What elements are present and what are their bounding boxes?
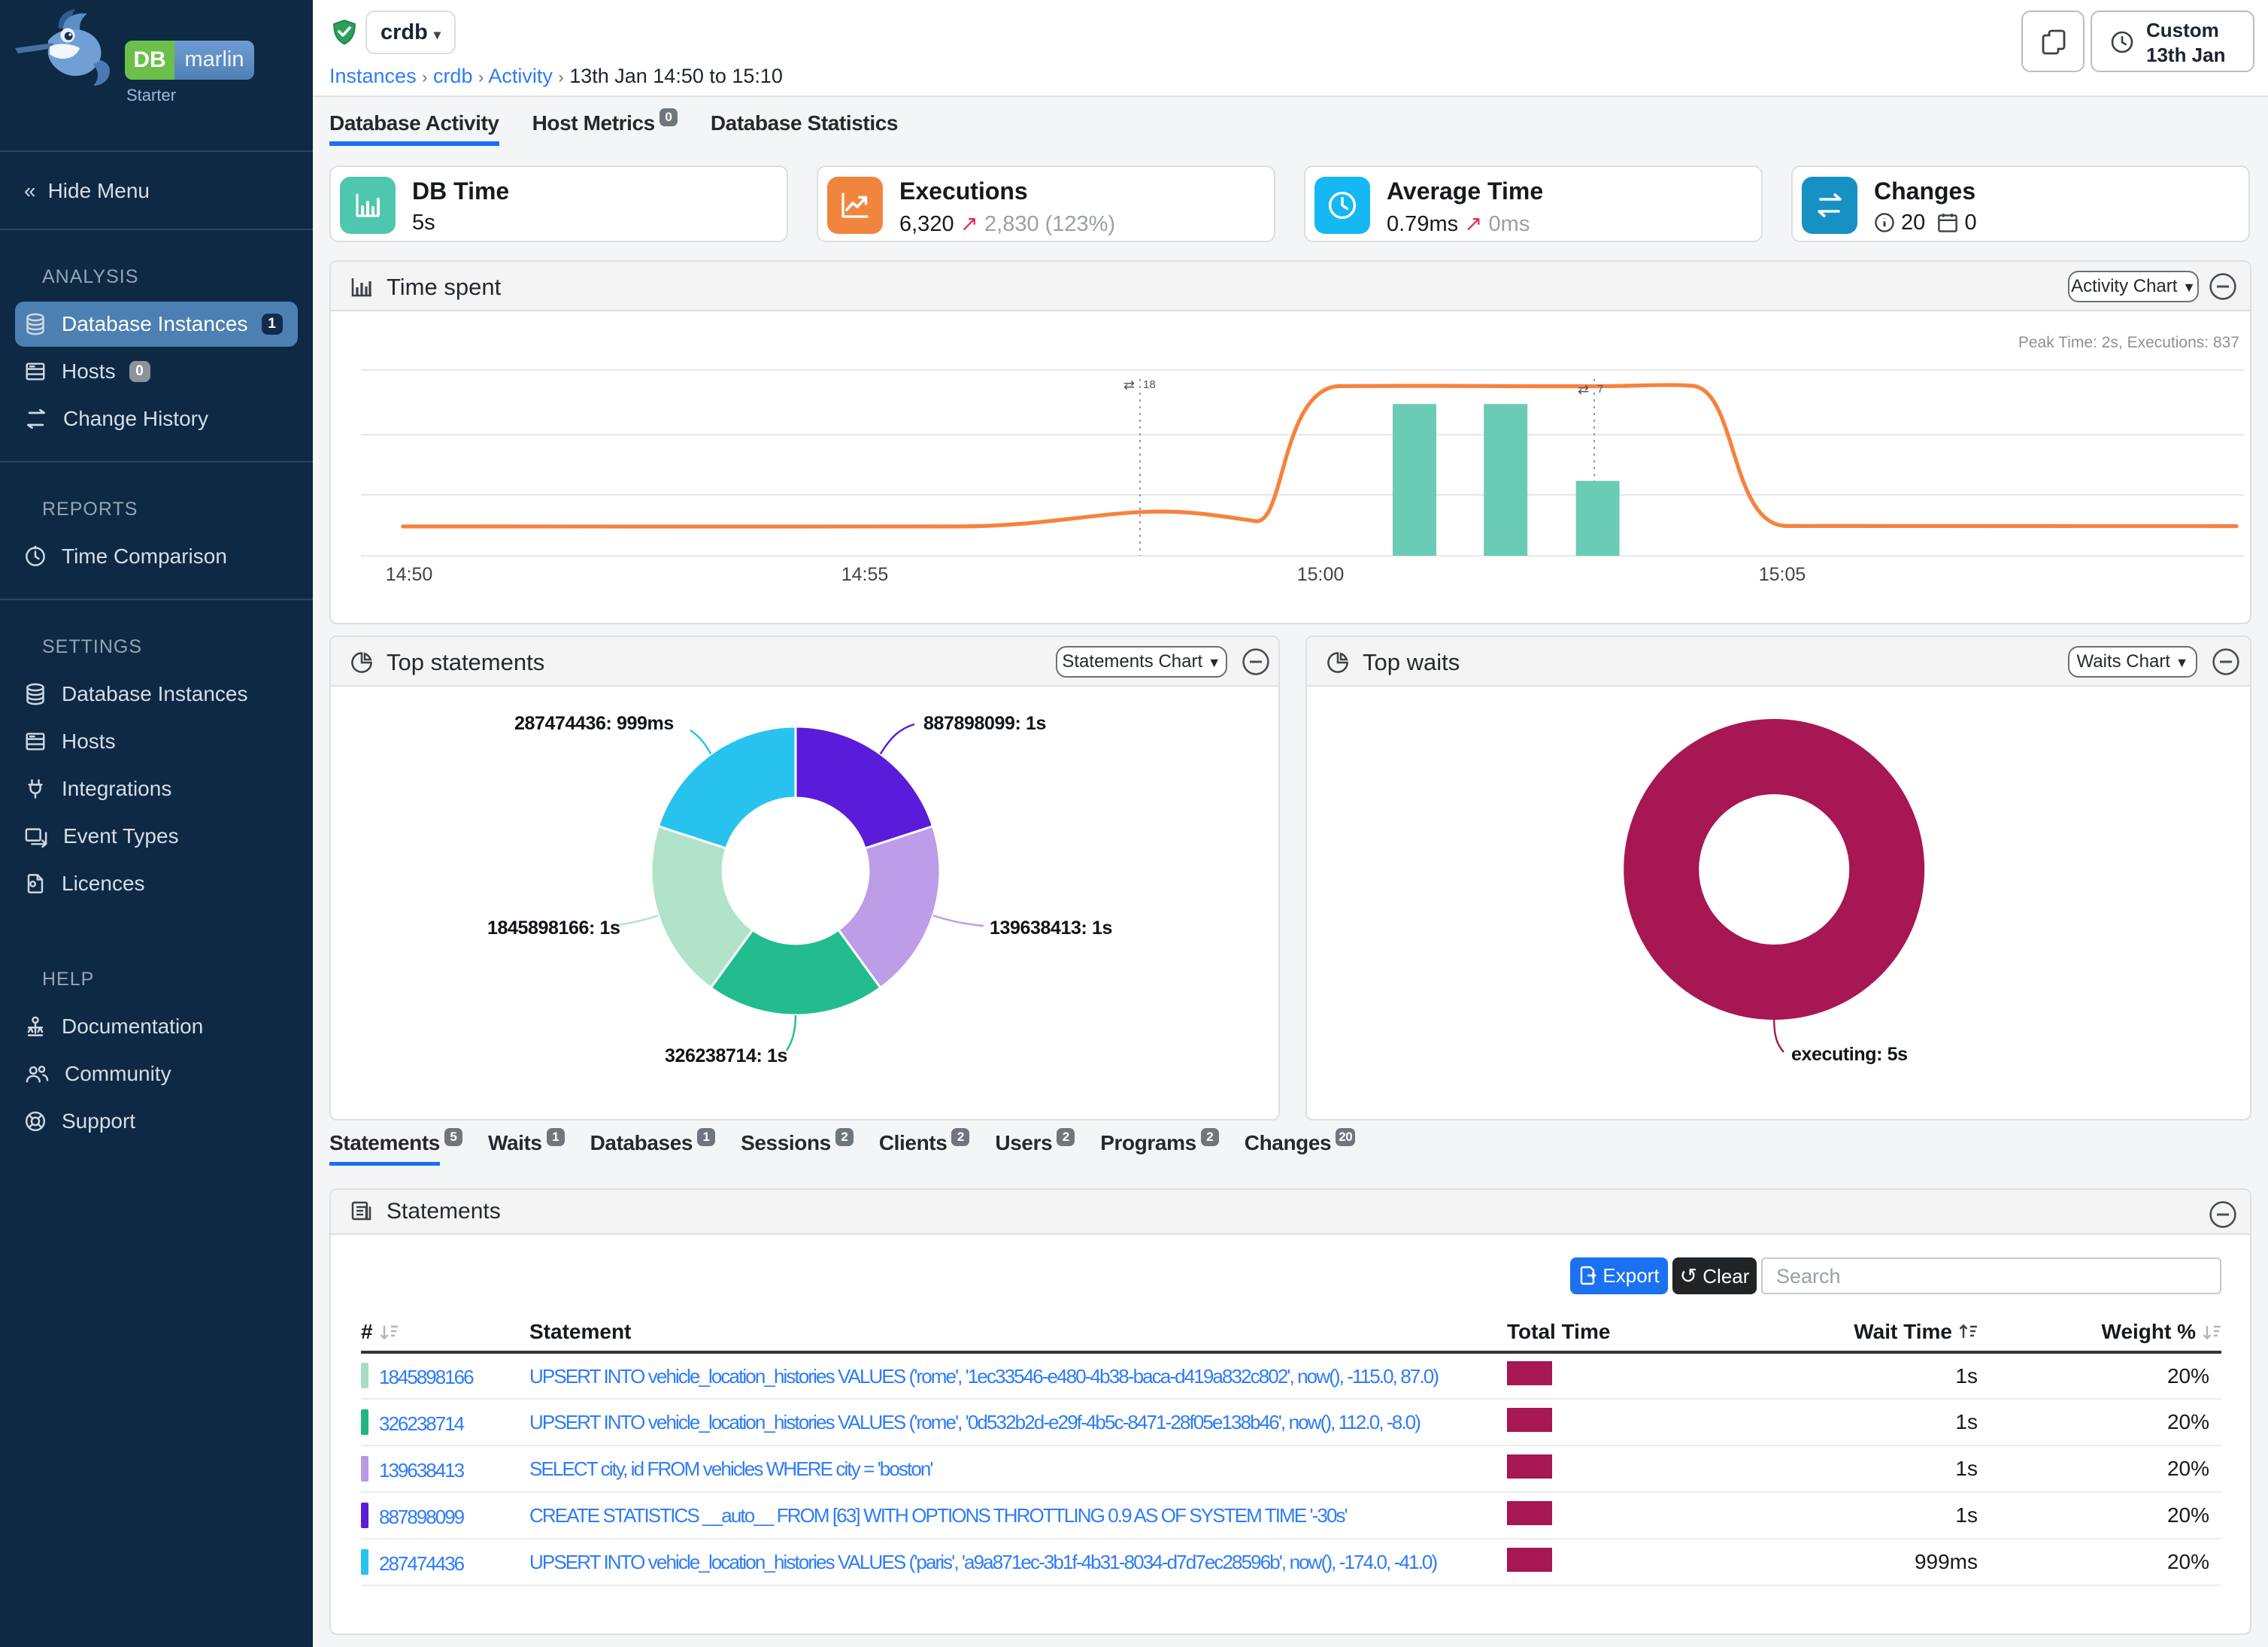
svg-text:15:05: 15:05 — [1759, 564, 1806, 585]
svg-text:14:50: 14:50 — [386, 564, 433, 585]
svg-text:⇄: ⇄ — [1123, 378, 1135, 393]
svg-text:Peak Time: 2s, Executions: 837: Peak Time: 2s, Executions: 837 — [2018, 334, 2239, 351]
svg-text:14:55: 14:55 — [841, 564, 889, 585]
svg-text:18: 18 — [1143, 378, 1156, 391]
svg-text:⇄: ⇄ — [1578, 382, 1589, 397]
svg-text:7: 7 — [1597, 383, 1603, 396]
svg-text:15:00: 15:00 — [1297, 564, 1345, 585]
